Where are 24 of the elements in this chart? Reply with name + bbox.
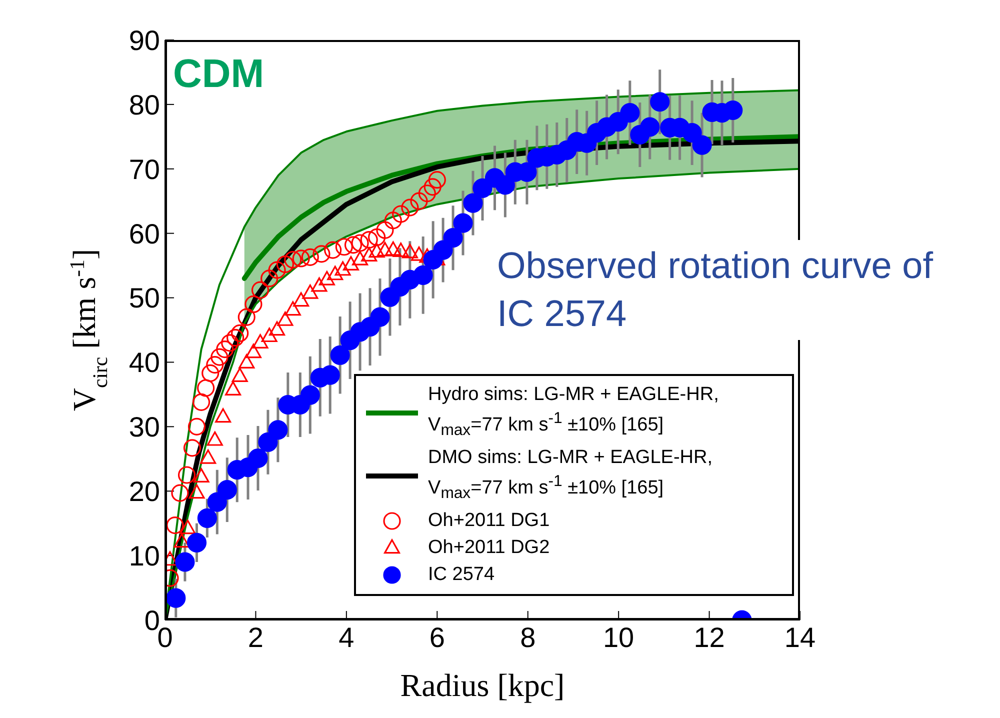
legend-label: IC 2574 (428, 563, 495, 588)
y-tick-label: 70 (128, 154, 160, 185)
x-tick-label: 8 (520, 622, 536, 653)
annotation: CDM (173, 52, 264, 97)
y-tick-label: 40 (128, 347, 160, 378)
y-tick-label: 90 (128, 24, 160, 56)
y-tick-label: 80 (128, 89, 160, 120)
legend-label: DMO sims: LG-MR + EAGLE-HR, V$_{max}$=77 km s$^{-1}$ ±10% [165] (428, 446, 714, 504)
legend-label: Oh+2011 DG1 (428, 509, 550, 534)
legend-label: Hydro sims: LG-MR + EAGLE-HR, V$_{max}$=77 km s$^{-1}$ ±10% [165] (428, 383, 720, 442)
x-tick-label: 2 (248, 622, 264, 653)
legend-label: Oh+2011 DG2 (428, 536, 550, 560)
y-tick-label: 10 (128, 540, 160, 572)
y-tick-label: 60 (128, 218, 160, 250)
x-tick-label: 10 (602, 622, 634, 653)
x-tick-label: 12 (694, 622, 725, 653)
x-tick-label: 6 (429, 622, 445, 653)
x-tick-label: 14 (784, 622, 816, 653)
x-tick-label: 4 (338, 622, 354, 653)
y-tick-label: 20 (128, 476, 160, 508)
x-axis-title: Radius [kpc] (400, 667, 565, 703)
annotation: Observed rotation curve of IC 2574 (497, 240, 977, 340)
y-tick-label: 50 (128, 282, 160, 314)
y-tick-label: 30 (128, 412, 160, 443)
